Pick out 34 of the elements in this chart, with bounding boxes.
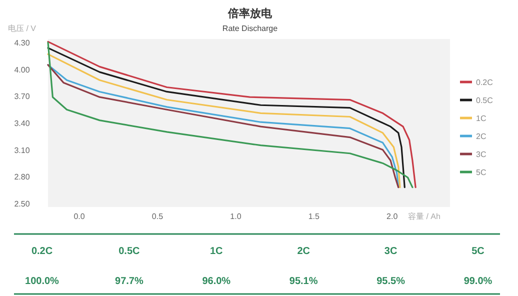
category-label: 0.5C bbox=[118, 246, 140, 257]
y-tick-label: 2.80 bbox=[14, 172, 30, 182]
text: 95.5% bbox=[376, 276, 406, 287]
text: 96.0% bbox=[202, 276, 231, 287]
y-tick-label: 3.40 bbox=[14, 119, 30, 128]
text: 99.0% bbox=[464, 276, 492, 287]
category-label: 0.2C bbox=[31, 246, 53, 257]
chart-subtitle: Rate Discharge bbox=[222, 24, 278, 33]
text: 95.1% bbox=[289, 276, 318, 287]
legend-label: 0.2C bbox=[476, 78, 494, 87]
legend-label: 3C bbox=[476, 150, 486, 159]
x-tick-label: 0.5 bbox=[152, 212, 164, 221]
legend-label: 2C bbox=[476, 132, 486, 141]
category-label: 3C bbox=[384, 246, 398, 257]
legend-label: 5C bbox=[476, 168, 486, 177]
x-axis-title: 容量 / Ah bbox=[408, 212, 440, 221]
text: 97.7% bbox=[115, 276, 144, 287]
y-tick-label: 3.10 bbox=[14, 146, 30, 155]
legend-label: 1C bbox=[476, 114, 486, 123]
chart-title: 倍率放电 bbox=[227, 7, 273, 20]
text: 100.0% bbox=[25, 276, 60, 287]
category-label: 1C bbox=[210, 246, 223, 257]
x-tick-label: 1.5 bbox=[308, 212, 320, 221]
y-tick-label: 3.70 bbox=[14, 92, 30, 102]
category-label: 2C bbox=[297, 246, 310, 257]
category-label: 5C bbox=[472, 246, 484, 257]
y-tick-label: 4.00 bbox=[14, 65, 30, 74]
legend-label: 0.5C bbox=[476, 96, 494, 105]
y-axis-title: 电压 / V bbox=[8, 24, 37, 33]
y-tick-label: 4.30 bbox=[14, 38, 30, 48]
x-tick-label: 1.0 bbox=[230, 212, 242, 221]
y-tick-label: 2.50 bbox=[14, 199, 30, 208]
x-tick-label: 2.0 bbox=[386, 212, 398, 221]
x-tick-label: 0.0 bbox=[74, 212, 86, 221]
